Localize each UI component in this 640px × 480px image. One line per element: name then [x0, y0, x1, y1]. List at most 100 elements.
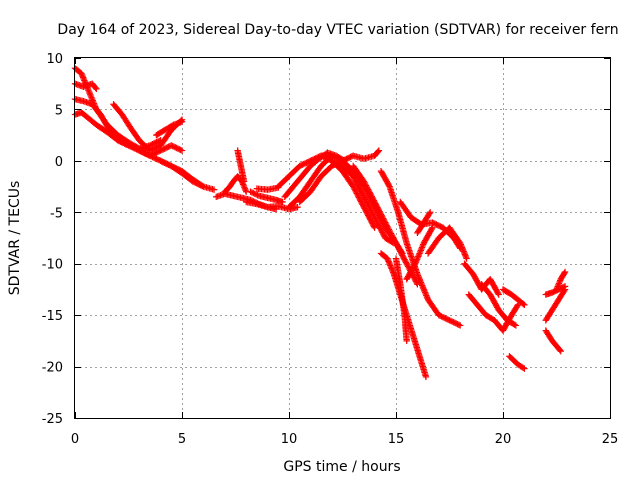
data-point [368, 208, 375, 216]
data-point [370, 197, 378, 204]
data-point [384, 223, 391, 230]
data-point [494, 290, 502, 297]
data-point [413, 256, 421, 263]
data-point [367, 216, 374, 223]
data-point [428, 225, 435, 233]
data-point [87, 93, 95, 100]
data-point [361, 205, 368, 212]
x-axis-label: GPS time / hours [283, 459, 400, 475]
data-point [372, 215, 379, 222]
data-point [555, 281, 562, 289]
data-point [414, 254, 421, 262]
data-point [362, 208, 370, 215]
data-point [377, 211, 385, 218]
data-point [364, 210, 371, 218]
data-point [369, 221, 377, 229]
data-point [402, 259, 410, 266]
data-point [561, 269, 568, 277]
data-point [357, 188, 365, 195]
data-point [85, 88, 93, 95]
y-tick-label: 10 [46, 52, 63, 67]
data-point [416, 248, 424, 256]
data-point [252, 191, 260, 198]
data-point [375, 207, 383, 214]
y-tick-label: -5 [50, 206, 63, 221]
data-point [88, 94, 95, 101]
y-axis-label: SDTVAR / TECUs [7, 181, 23, 296]
data-point [381, 218, 388, 225]
data-point [363, 199, 370, 206]
data-point [374, 205, 382, 213]
data-point [392, 239, 400, 247]
data-point [391, 237, 398, 244]
data-point [366, 189, 373, 196]
data-point [359, 202, 367, 209]
data-point [399, 253, 407, 261]
plot-frame [74, 57, 611, 419]
data-point [92, 84, 99, 92]
data-point [387, 228, 394, 236]
data-point [251, 190, 258, 197]
data-point [403, 260, 410, 267]
data-point [354, 192, 362, 200]
data-point [513, 302, 521, 310]
data-point [521, 365, 528, 372]
data-point [376, 223, 383, 231]
data-point [380, 216, 388, 224]
data-point [364, 200, 371, 207]
data-point [177, 146, 184, 154]
grid [75, 58, 610, 418]
data-point [412, 260, 419, 267]
chart-title: Day 164 of 2023, Sidereal Day-to-day VTE… [57, 22, 618, 38]
x-tick-label: 15 [388, 432, 405, 447]
data-point [394, 244, 402, 251]
data-point [378, 227, 385, 235]
data-point [365, 203, 373, 210]
data-point [373, 218, 380, 225]
data-point [388, 231, 395, 239]
data-point [248, 189, 256, 196]
data-point [368, 219, 375, 226]
data-point [418, 245, 425, 253]
x-tick-label: 10 [281, 432, 298, 447]
data-point [380, 232, 388, 239]
data-point [355, 184, 363, 191]
data-point [364, 186, 372, 193]
data-point [374, 204, 381, 211]
data-point [352, 188, 360, 196]
data-point [366, 214, 373, 222]
data-point [369, 211, 377, 218]
data-point [367, 206, 374, 213]
data-point [557, 347, 564, 355]
data-point [239, 181, 247, 188]
data-point [356, 195, 363, 203]
data-point [369, 220, 376, 227]
data-point [367, 190, 374, 197]
data-point [85, 87, 92, 94]
data-point [272, 206, 280, 213]
data-point [363, 183, 370, 191]
data-point [241, 185, 249, 192]
data-point [379, 213, 386, 221]
x-tick-label: 0 [71, 432, 79, 447]
data-point [394, 242, 401, 250]
data-point [553, 284, 561, 292]
data-point [86, 90, 93, 97]
data-point [354, 182, 362, 190]
data-point [375, 147, 383, 154]
data-marks [71, 65, 569, 381]
data-point [385, 226, 393, 233]
data-point [413, 257, 420, 264]
data-point [401, 256, 408, 263]
data-point [422, 373, 430, 381]
data-point [404, 263, 412, 270]
data-point [358, 189, 365, 196]
data-point [359, 192, 367, 199]
data-point [385, 182, 393, 189]
data-point [363, 209, 370, 216]
data-point [403, 337, 410, 345]
data-point [367, 191, 375, 199]
data-point [371, 214, 378, 221]
data-point [369, 194, 376, 202]
data-point [239, 179, 246, 187]
